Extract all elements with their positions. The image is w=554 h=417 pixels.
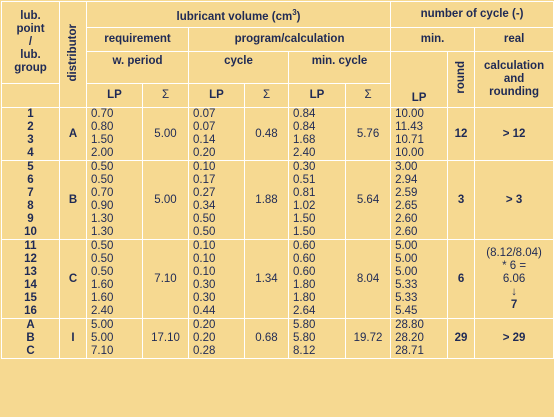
req-lp-cell: 0.70 0.80 1.50 2.00	[86, 107, 143, 161]
min-lp-cell: 0.84 0.84 1.68 2.40	[288, 107, 346, 161]
distributor-cell: C	[59, 239, 87, 319]
req-sum-cell: 7.10	[142, 239, 189, 319]
cyc-lp-cell: 0.07 0.07 0.14 0.20	[188, 107, 245, 161]
cyc-lp-header: LP	[188, 83, 245, 108]
min-sum-cell: 5.64	[344, 160, 392, 240]
min-sum-cell: 5.76	[344, 107, 392, 161]
min-cycle-header: min. cycle	[287, 51, 392, 84]
distributor-cell: A	[59, 107, 87, 161]
req-lp-cell: 5.00 5.00 7.10	[86, 318, 143, 359]
arrow-down-icon: ↓	[511, 285, 517, 298]
min-lp-cell: 0.30 0.51 0.81 1.02 1.50 1.50	[288, 160, 346, 240]
distributor-cell: B	[59, 160, 87, 240]
min-lp-cell: 5.80 5.80 8.12	[288, 318, 346, 359]
round-cell: 29	[447, 318, 476, 359]
lub-volume-header: lubricant volume (cm3)	[85, 1, 392, 28]
real-cell: > 12	[474, 107, 554, 161]
min-header: min.	[390, 27, 476, 52]
min-sum-cell: 8.04	[344, 239, 392, 319]
minc-lp-cell: 10.00 11.43 10.71 10.00	[390, 107, 449, 161]
cycle-header: cycle	[188, 51, 289, 84]
lubrication-table: lub. point / lub. group distributor lubrican…	[1, 1, 554, 359]
group-points: 11 12 13 14 15 16	[1, 239, 60, 319]
cyc-sum-cell: 1.34	[244, 239, 289, 319]
cyc-sum-cell: 0.48	[244, 107, 289, 161]
cyc-lp-cell: 0.10 0.10 0.10 0.30 0.30 0.44	[188, 239, 245, 319]
cyc-sum-header: Σ	[244, 83, 289, 108]
minc-lp-cell: 5.00 5.00 5.00 5.33 5.33 5.45	[390, 239, 449, 319]
group-row-c: 11 12 13 14 15 16 C 0.50 0.50 0.50 1.60 1.60 2.40 …	[1, 239, 554, 319]
req-sum-cell: 17.10	[142, 318, 189, 359]
round-cell: 6	[447, 239, 476, 319]
lub-point-spacer	[1, 83, 60, 108]
distributor-cell: I	[59, 318, 87, 359]
minc-lp-header: LP	[288, 83, 346, 108]
w-period-header: w. period	[86, 51, 189, 84]
group-row-b: 5 6 7 8 9 10 B 0.50 0.50 0.70 0.90 1.30 1.30 5.00 …	[1, 160, 554, 240]
real-cell: > 29	[474, 318, 554, 359]
real-calc-cell: (8.12/8.04) * 6 = 6.06 ↓ 7	[474, 239, 554, 319]
group-points: 5 6 7 8 9 10	[1, 160, 60, 240]
cyc-sum-cell: 1.88	[244, 160, 289, 240]
lub-point-header: lub. point / lub. group	[1, 1, 60, 84]
min-lp-cell: 0.60 0.60 0.60 1.80 1.80 2.64	[288, 239, 346, 319]
req-sum-cell: 5.00	[142, 160, 189, 240]
cyc-sum-cell: 0.68	[244, 318, 289, 359]
minc-sum-header: Σ	[344, 83, 392, 108]
round-header: round	[447, 51, 476, 108]
req-lp-header: LP	[86, 83, 143, 108]
round-cell: 3	[447, 160, 476, 240]
req-lp-cell: 0.50 0.50 0.50 1.60 1.60 2.40	[86, 239, 143, 319]
req-sum-cell: 5.00	[142, 107, 189, 161]
real-header: real	[474, 27, 554, 52]
calc-rounding-header: calculation and rounding	[474, 51, 554, 108]
min-sum-cell: 19.72	[344, 318, 392, 359]
real-cell: > 3	[474, 160, 554, 240]
minc-lp-cell: 3.00 2.94 2.59 2.65 2.60 2.60	[390, 160, 449, 240]
num-cycle-header: number of cycle (-)	[390, 1, 554, 28]
req-sum-header: Σ	[142, 83, 189, 108]
cyc-lp-cell: 0.20 0.20 0.28	[188, 318, 245, 359]
distributor-header: distributor	[59, 1, 87, 108]
min-lp-header: LP	[390, 51, 449, 108]
program-calc-header: program/calculation	[187, 27, 392, 52]
cyc-lp-cell: 0.10 0.17 0.27 0.34 0.50 0.50	[188, 160, 245, 240]
req-lp-cell: 0.50 0.50 0.70 0.90 1.30 1.30	[86, 160, 143, 240]
round-cell: 12	[447, 107, 476, 161]
minc-lp-cell: 28.80 28.20 28.71	[390, 318, 449, 359]
requirement-header: requirement	[86, 27, 189, 52]
